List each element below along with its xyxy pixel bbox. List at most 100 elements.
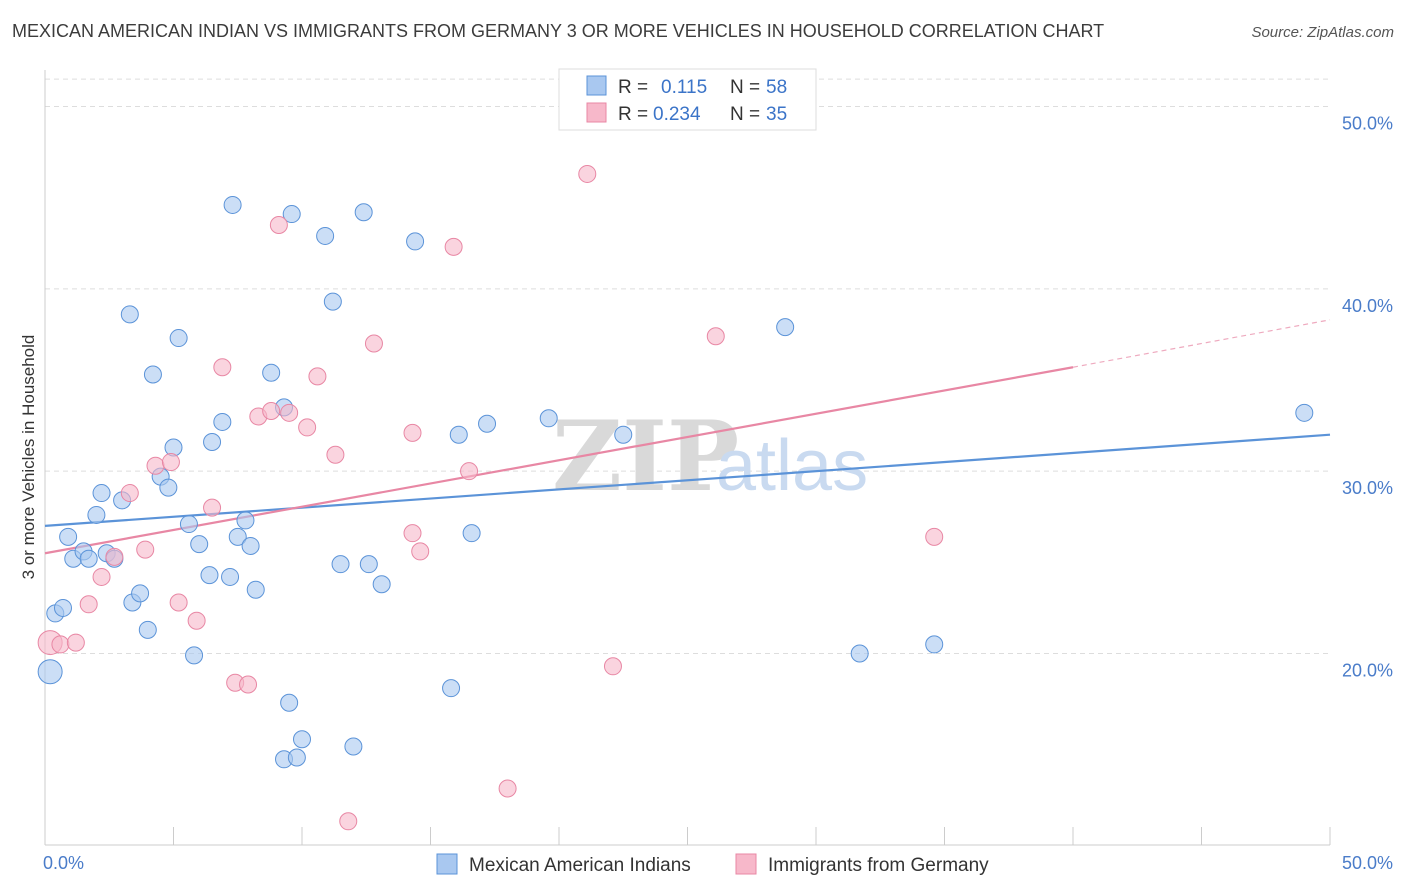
data-point-s1-21 (308, 367, 327, 386)
data-point-s0-53 (614, 425, 633, 444)
data-point-s0-49 (449, 425, 468, 444)
stats-r-value-2: 0.234 (653, 104, 701, 125)
data-point-s1-33 (706, 327, 725, 346)
x-tick-label-min: 0.0% (43, 853, 84, 873)
data-point-s0-37 (282, 205, 301, 224)
data-point-s1-8 (146, 456, 165, 475)
data-point-s1-27 (411, 542, 430, 561)
stats-legend: R = 0.115 N = 58 R = 0.234 N = 35 (558, 68, 817, 131)
data-point-s0-56 (925, 635, 944, 654)
data-point-s1-9 (161, 453, 180, 472)
data-point-s1-22 (326, 445, 345, 464)
data-point-s0-25 (203, 433, 222, 451)
data-point-s1-4 (92, 567, 111, 586)
data-point-s1-34 (925, 527, 944, 546)
stats-n-label-1: N = (730, 77, 760, 98)
source-credit: Source: ZipAtlas.com (1251, 24, 1394, 41)
data-point-s0-50 (462, 524, 481, 543)
stats-n-value-1: 58 (766, 77, 787, 98)
data-point-s0-30 (236, 511, 255, 530)
data-points (37, 164, 1314, 831)
data-point-s0-33 (262, 363, 281, 382)
data-point-s0-43 (344, 737, 363, 756)
y-axis-label: 3 or more Vehicles in Household (19, 335, 38, 580)
data-point-s0-40 (316, 226, 335, 245)
y-tick-labels: 20.0% 30.0% 40.0% 50.0% (1342, 113, 1393, 680)
data-point-s0-35 (280, 693, 299, 712)
data-point-s1-3 (79, 595, 98, 614)
data-point-s0-16 (143, 365, 162, 384)
data-point-s1-24 (364, 334, 383, 353)
legend-swatch-mexican-american-indians (436, 853, 458, 875)
data-point-s0-24 (200, 566, 219, 585)
data-point-s0-31 (241, 536, 260, 555)
data-point-s0-45 (359, 555, 378, 574)
watermark-atlas: atlas (716, 426, 868, 506)
y-tick-label-30: 30.0% (1342, 478, 1393, 498)
data-point-s0-7 (87, 505, 106, 524)
data-point-s1-20 (298, 418, 317, 437)
stats-r-label-2: R = (618, 104, 648, 125)
trend-line-1 (44, 366, 1074, 555)
data-point-s1-13 (213, 358, 232, 377)
data-point-s0-21 (179, 515, 198, 534)
data-point-s0-51 (478, 414, 497, 433)
data-point-s1-23 (339, 812, 358, 831)
stats-r-label-1: R = (618, 77, 648, 98)
legend-label-mexican-american-indians: Mexican American Indians (469, 855, 691, 876)
data-point-s0-22 (185, 646, 204, 665)
data-point-s1-10 (169, 593, 188, 612)
y-tick-label-50: 50.0% (1342, 113, 1393, 133)
data-point-s1-18 (269, 216, 288, 234)
data-point-s1-11 (187, 611, 206, 630)
data-point-s1-29 (460, 462, 479, 481)
data-point-s1-19 (280, 403, 299, 422)
grid-lines (45, 78, 1330, 655)
data-point-s0-12 (120, 305, 139, 324)
data-point-s0-0 (37, 659, 63, 685)
data-point-s0-32 (246, 580, 265, 599)
data-point-s1-30 (498, 779, 517, 798)
data-point-s1-32 (603, 657, 622, 676)
data-point-s1-31 (578, 164, 597, 183)
data-point-s1-25 (403, 524, 422, 543)
series-legend: Mexican American Indians Immigrants from… (436, 853, 989, 876)
data-point-s0-3 (59, 527, 78, 546)
stats-legend-swatch-blue (586, 75, 607, 96)
legend-swatch-immigrants-from-germany (735, 853, 757, 875)
stats-n-value-2: 35 (766, 104, 787, 125)
data-point-s1-15 (239, 675, 258, 694)
data-point-s0-14 (131, 584, 150, 603)
watermark: ZIP atlas (552, 400, 868, 513)
data-point-s0-23 (190, 535, 209, 554)
data-point-s1-17 (262, 402, 281, 420)
x-tick-labels: 0.0% 50.0% (43, 853, 1393, 873)
trend-line-0 (44, 433, 1331, 527)
data-point-s0-6 (79, 549, 98, 568)
y-tick-label-40: 40.0% (1342, 296, 1393, 316)
data-point-s0-41 (323, 292, 342, 311)
data-point-s0-27 (221, 567, 240, 586)
data-point-s0-18 (159, 478, 178, 497)
chart-title: MEXICAN AMERICAN INDIAN VS IMMIGRANTS FR… (12, 21, 1105, 41)
data-point-s0-48 (442, 679, 461, 698)
stats-legend-swatch-pink (586, 102, 607, 123)
data-point-s1-28 (444, 237, 463, 256)
data-point-s0-8 (92, 484, 111, 503)
data-point-s0-46 (372, 575, 391, 594)
y-tick-label-20: 20.0% (1342, 661, 1393, 681)
stats-n-label-2: N = (730, 104, 760, 125)
data-point-s0-20 (169, 329, 188, 348)
data-point-s0-54 (776, 318, 795, 337)
data-point-s1-7 (136, 540, 155, 559)
data-point-s1-6 (120, 484, 139, 503)
data-point-s0-38 (287, 748, 306, 767)
data-point-s0-28 (223, 195, 242, 214)
data-point-s0-26 (213, 412, 232, 431)
data-point-s1-2 (66, 633, 85, 652)
data-point-s0-19 (164, 438, 183, 457)
data-point-s0-39 (293, 730, 311, 749)
axes (44, 70, 1331, 846)
data-point-s0-15 (138, 620, 157, 639)
data-point-s0-44 (354, 203, 373, 222)
